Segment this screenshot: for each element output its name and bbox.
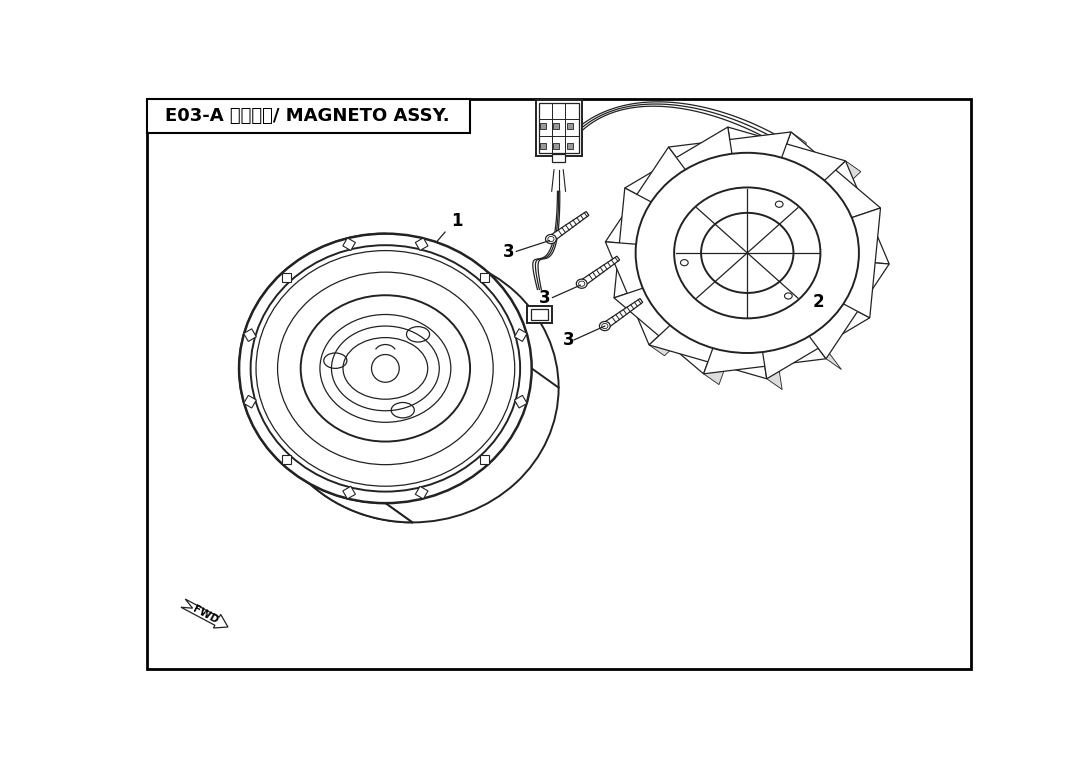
- Polygon shape: [614, 188, 655, 298]
- Bar: [538, 103, 579, 153]
- Bar: [281, 454, 291, 464]
- Polygon shape: [762, 302, 870, 378]
- Polygon shape: [625, 188, 670, 214]
- Ellipse shape: [600, 321, 610, 331]
- Polygon shape: [822, 161, 889, 264]
- Bar: [567, 144, 573, 149]
- FancyBboxPatch shape: [553, 154, 565, 162]
- Polygon shape: [807, 261, 889, 359]
- Text: E03-A 磁电机组/ MAGNETO ASSY.: E03-A 磁电机组/ MAGNETO ASSY.: [165, 107, 449, 125]
- Bar: [540, 123, 546, 129]
- Bar: [540, 144, 546, 149]
- Bar: [554, 123, 559, 129]
- Polygon shape: [703, 344, 729, 385]
- Bar: [147, 99, 470, 133]
- Bar: [528, 306, 552, 323]
- Text: 1: 1: [451, 212, 462, 230]
- Ellipse shape: [548, 236, 554, 242]
- Polygon shape: [822, 161, 861, 194]
- Bar: [554, 144, 559, 149]
- Text: 2: 2: [813, 293, 824, 311]
- Bar: [415, 238, 428, 251]
- Ellipse shape: [577, 279, 588, 288]
- Text: 3: 3: [540, 289, 552, 307]
- Bar: [342, 238, 355, 251]
- Ellipse shape: [602, 324, 608, 328]
- Text: 3: 3: [502, 242, 514, 261]
- Polygon shape: [605, 242, 673, 345]
- Bar: [244, 329, 256, 341]
- Bar: [415, 486, 428, 499]
- Bar: [514, 395, 528, 408]
- Bar: [531, 309, 548, 320]
- Bar: [480, 454, 489, 464]
- Bar: [342, 486, 355, 499]
- Polygon shape: [549, 211, 589, 242]
- Bar: [567, 123, 573, 129]
- Polygon shape: [668, 132, 791, 173]
- Polygon shape: [580, 256, 619, 287]
- Polygon shape: [181, 599, 228, 628]
- Polygon shape: [840, 208, 881, 318]
- Polygon shape: [668, 147, 703, 183]
- Polygon shape: [649, 323, 689, 356]
- Ellipse shape: [239, 233, 532, 503]
- Polygon shape: [703, 333, 826, 374]
- Text: FWD: FWD: [191, 604, 220, 626]
- Polygon shape: [603, 299, 643, 329]
- Polygon shape: [762, 348, 783, 390]
- Bar: [480, 273, 489, 282]
- Polygon shape: [614, 287, 662, 309]
- Ellipse shape: [579, 281, 585, 287]
- Polygon shape: [605, 242, 655, 255]
- Polygon shape: [780, 132, 881, 219]
- Text: 3: 3: [562, 331, 574, 350]
- Polygon shape: [807, 333, 841, 369]
- Bar: [244, 395, 256, 408]
- Bar: [281, 273, 291, 282]
- Bar: [514, 329, 528, 341]
- Polygon shape: [605, 147, 688, 245]
- Bar: [535, 100, 582, 156]
- Polygon shape: [780, 132, 807, 172]
- Polygon shape: [614, 287, 714, 374]
- Polygon shape: [649, 323, 766, 378]
- Polygon shape: [239, 233, 412, 522]
- Polygon shape: [728, 127, 748, 168]
- Polygon shape: [625, 127, 732, 204]
- Ellipse shape: [635, 153, 859, 353]
- Ellipse shape: [545, 234, 556, 244]
- Polygon shape: [728, 127, 846, 183]
